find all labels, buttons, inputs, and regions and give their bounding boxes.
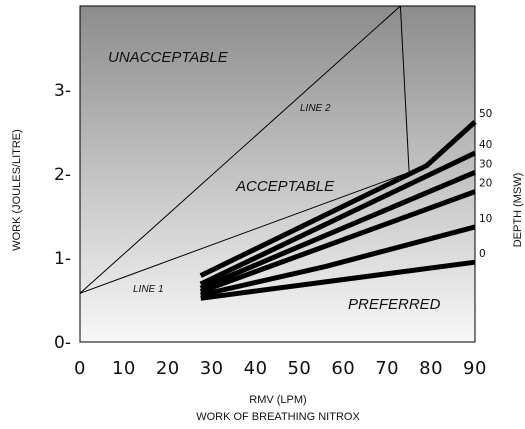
x-axis-ticks: 0 10 20 30 40 50 60 70 80 90 [74, 358, 487, 379]
reference-line-3 [399, 5, 410, 175]
depth-labels: 0 10 20 30 40 50 [479, 108, 492, 260]
x-tick-label: 90 [463, 358, 487, 379]
region-acceptable: ACCEPTABLE [235, 178, 335, 195]
depth-line-20 [199, 189, 476, 294]
depth-label-10: 10 [479, 213, 492, 225]
depth-label-30: 30 [479, 158, 492, 170]
reference-line-1 [79, 173, 405, 294]
y-tick-label: 2- [54, 165, 71, 185]
x-tick-label: 20 [156, 358, 180, 379]
y-tick-label: 1- [54, 249, 71, 269]
x-tick-label: 30 [200, 358, 224, 379]
y-tick-label: 3- [54, 81, 71, 101]
y-axis-title: WORK (JOULES/LITRE) [11, 129, 23, 251]
chart-subtitle: WORK OF BREATHING NITROX [196, 411, 360, 423]
line-1-label: LINE 1 [133, 284, 164, 295]
x-axis-title: RMV (LPM) [249, 394, 306, 406]
depth-line-0 [200, 259, 476, 301]
y-tick-label: 0- [54, 333, 71, 353]
y-axis-ticks: 0- 1- 2- 3- [54, 81, 71, 353]
depth-label-50: 50 [479, 108, 492, 120]
x-tick-label: 80 [419, 358, 443, 379]
x-tick-label: 50 [287, 358, 311, 379]
plot-frame [79, 5, 476, 343]
depth-label-40: 40 [479, 139, 492, 151]
depth-label-20: 20 [479, 178, 492, 190]
depth-axis-title: DEPTH (MSW) [512, 173, 524, 248]
depth-label-0: 0 [479, 248, 486, 260]
reference-line-2 [79, 5, 401, 294]
depth-line-10 [200, 224, 476, 298]
reference-lines [79, 5, 410, 294]
depth-line-30 [199, 169, 476, 291]
x-tick-label: 10 [112, 358, 136, 379]
x-tick-label: 40 [244, 358, 268, 379]
region-unacceptable: UNACCEPTABLE [108, 49, 229, 66]
line-2-label: LINE 2 [300, 103, 331, 114]
region-preferred: PREFERRED [348, 296, 441, 313]
x-tick-label: 70 [375, 358, 399, 379]
depth-line-40 [199, 150, 477, 287]
x-tick-label: 60 [331, 358, 355, 379]
depth-series [199, 120, 477, 301]
x-tick-label: 0 [74, 358, 86, 379]
depth-line-50 [199, 120, 477, 278]
